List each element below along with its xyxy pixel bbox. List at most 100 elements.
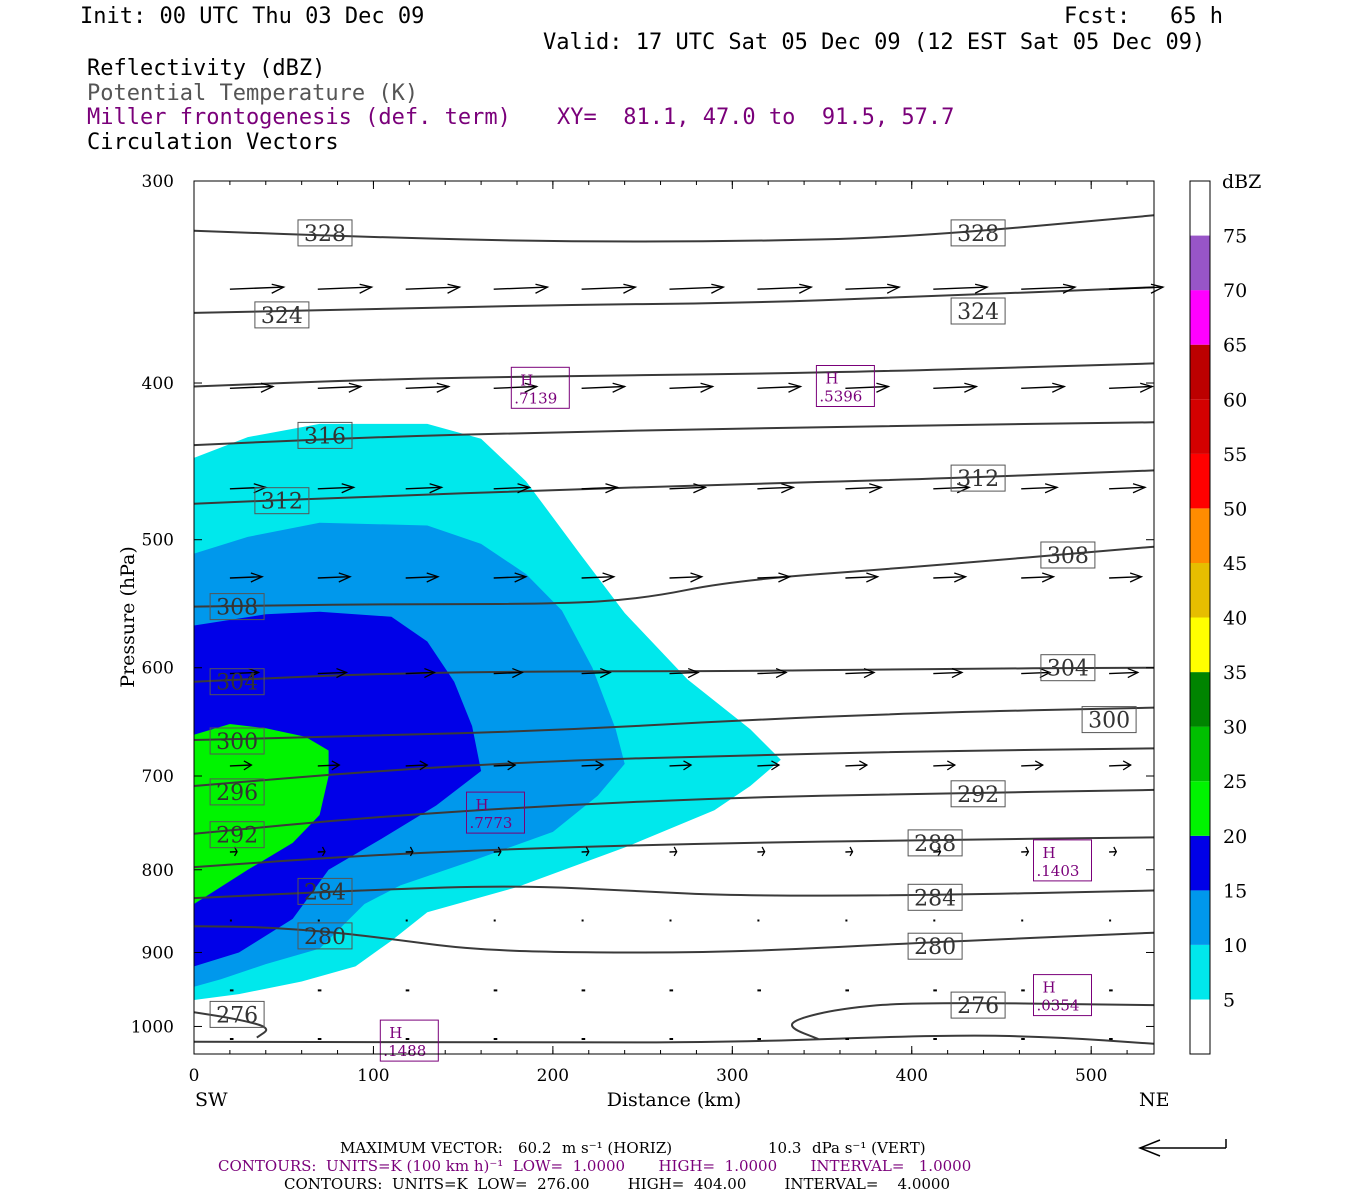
svg-text:324: 324 <box>957 300 999 325</box>
circulation-vector <box>317 283 374 294</box>
svg-text:292: 292 <box>957 783 999 808</box>
svg-text:H: H <box>1043 979 1056 997</box>
colorbar-swatch-25 <box>1190 726 1210 782</box>
contour-label: 292 <box>209 821 265 849</box>
circulation-vector <box>1109 572 1144 583</box>
circulation-vector <box>845 283 902 294</box>
reference-vector <box>1137 1139 1227 1157</box>
x-tick-label: 200 <box>537 1066 569 1086</box>
y-tick-label: 600 <box>142 659 174 679</box>
colorbar-swatch-50 <box>1190 453 1210 509</box>
circulation-vector <box>757 382 803 393</box>
contour-label: 308 <box>209 593 265 621</box>
circulation-vector <box>845 572 880 583</box>
circulation-vector <box>1021 846 1030 857</box>
contours-theta-info: CONTOURS: UNITS=K LOW= 276.00 HIGH= 404.… <box>284 1175 950 1193</box>
contour-label: 328 <box>950 219 1006 247</box>
circulation-vector <box>669 667 700 679</box>
circulation-vector <box>493 760 517 771</box>
frontogenesis-high: H.5396 <box>815 365 875 407</box>
cross-section-endpoints: XY= 81.1, 47.0 to 91.5, 57.7 <box>557 105 955 130</box>
y-tick-label: 900 <box>142 944 174 964</box>
theta-contour-288 <box>194 836 1154 869</box>
contour-label: 304 <box>1040 654 1096 682</box>
frontogenesis-high: H.7773 <box>466 791 525 834</box>
circulation-vector <box>581 382 627 393</box>
contour-labels: 328 328 324 324 316 312 312 308 308 304 304 300 300 2… <box>209 219 1137 1028</box>
circulation-vector <box>405 667 437 679</box>
svg-text:308: 308 <box>1047 544 1089 569</box>
circulation-vector <box>317 846 326 857</box>
circulation-vector <box>581 572 616 583</box>
circulation-vector <box>757 572 792 583</box>
contour-label: 312 <box>254 487 310 515</box>
frontogenesis-high: H.0354 <box>1033 974 1092 1017</box>
theta-contour-296 <box>194 747 1154 787</box>
circulation-vector <box>405 382 451 393</box>
circulation-vector <box>669 483 708 494</box>
colorbar-swatch-20 <box>1190 781 1210 836</box>
colorbar-level-label: 75 <box>1223 226 1247 248</box>
colorbar-swatch-10 <box>1190 890 1210 945</box>
svg-text:328: 328 <box>304 222 346 247</box>
svg-text:304: 304 <box>216 671 258 696</box>
circulation-vector <box>229 283 286 294</box>
colorbar-level-label: 65 <box>1223 335 1247 357</box>
svg-text:312: 312 <box>957 467 999 492</box>
circulation-vector <box>493 382 539 393</box>
svg-text:312: 312 <box>261 490 303 515</box>
colorbar-level-label: 25 <box>1223 771 1247 793</box>
field-reflectivity: Reflectivity (dBZ) <box>87 56 326 81</box>
svg-text:308: 308 <box>216 596 258 621</box>
reflectivity-20-dbz <box>194 724 329 904</box>
colorbar-level-label: 10 <box>1223 935 1247 957</box>
theta-contour-304 <box>194 666 1154 683</box>
circulation-vector <box>757 483 796 494</box>
svg-text:.7773: .7773 <box>470 814 513 832</box>
frontogenesis-high: H.1488 <box>379 1019 439 1062</box>
x-tick-label: 300 <box>716 1066 748 1086</box>
circulation-vector <box>1109 667 1140 679</box>
circulation-vector <box>933 572 968 583</box>
y-axis-label: Pressure (hPa) <box>117 546 139 688</box>
circulation-vector <box>1109 382 1155 393</box>
circulation-vector <box>581 283 638 294</box>
colorbar-level-label: 60 <box>1223 389 1247 411</box>
svg-text:276: 276 <box>216 1003 258 1028</box>
svg-text:H: H <box>389 1024 402 1042</box>
contour-label: 276 <box>950 991 1006 1019</box>
circulation-vector <box>845 483 884 494</box>
max-vector-vert-value: 10.3 <box>768 1139 802 1157</box>
theta-contour-308 <box>194 545 1154 608</box>
svg-text:280: 280 <box>914 935 956 960</box>
svg-text:316: 316 <box>304 424 346 449</box>
frontogenesis-high: H.1403 <box>1033 839 1092 882</box>
circulation-vector <box>757 846 766 857</box>
colorbar-swatch-65 <box>1190 290 1210 345</box>
max-vector-label: MAXIMUM VECTOR: <box>340 1139 503 1157</box>
circulation-vector <box>493 283 550 294</box>
colorbar-swatch-5 <box>1190 944 1210 1000</box>
reflectivity-shading <box>194 423 781 1000</box>
colorbar-level-label: 70 <box>1223 280 1247 302</box>
svg-text:300: 300 <box>216 730 258 755</box>
contour-label: 304 <box>209 668 265 696</box>
contour-label: 288 <box>907 829 963 857</box>
circulation-vector <box>581 483 620 494</box>
circulation-vector <box>229 846 238 857</box>
circulation-vector <box>317 483 356 494</box>
colorbar-level-label: 30 <box>1223 717 1247 739</box>
theta-contour-280 <box>194 925 1154 954</box>
colorbar-level-label: 5 <box>1223 989 1235 1011</box>
svg-text:324: 324 <box>261 304 303 329</box>
svg-text:328: 328 <box>957 222 999 247</box>
circulation-vector <box>1109 483 1147 494</box>
circulation-vector <box>581 846 590 857</box>
init-time: Init: 00 UTC Thu 03 Dec 09 <box>80 4 425 29</box>
colorbar-level-label: 20 <box>1223 826 1247 848</box>
colorbar-swatch-45 <box>1190 508 1210 563</box>
circulation-vector <box>845 667 876 679</box>
field-frontogenesis: Miller frontogenesis (def. term) <box>87 105 511 130</box>
contour-label: 312 <box>950 464 1006 492</box>
svg-text:.5396: .5396 <box>819 388 862 406</box>
